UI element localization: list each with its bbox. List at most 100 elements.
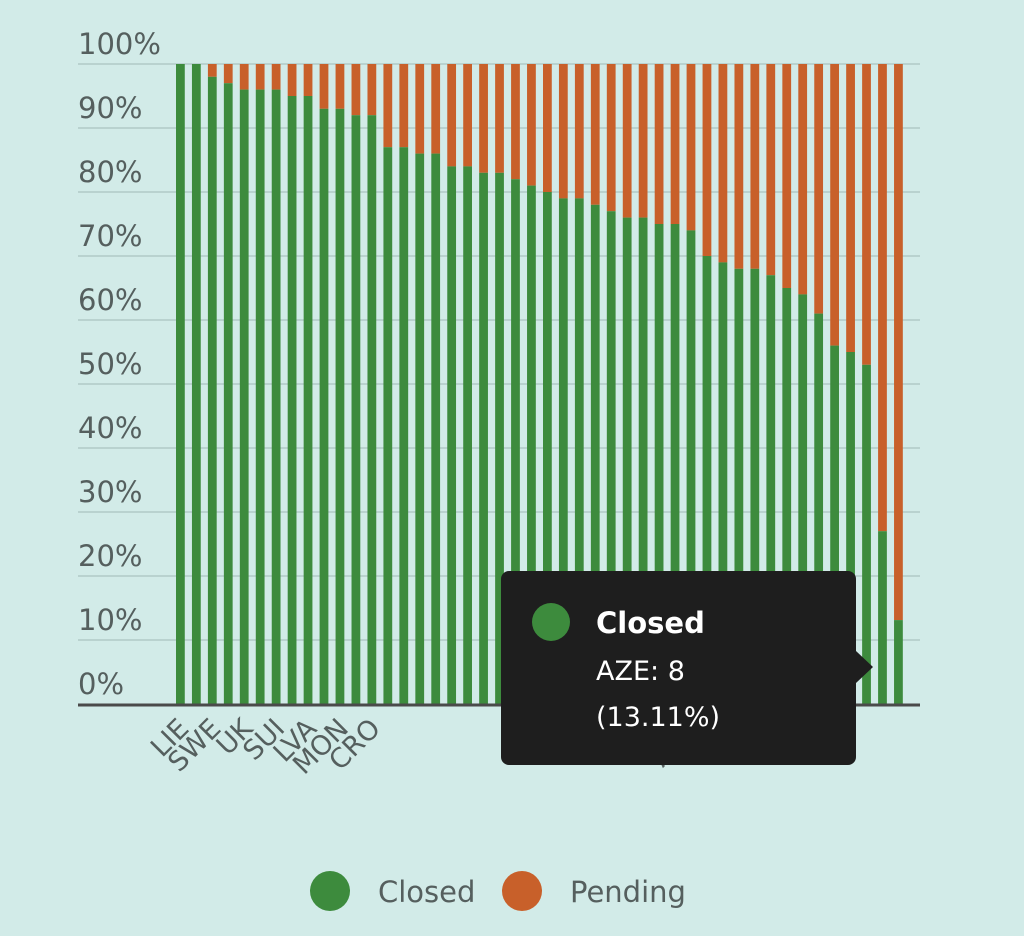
bar-segment-closed[interactable] xyxy=(383,147,393,704)
bar-segment-closed[interactable] xyxy=(495,172,504,705)
bar-segment-pending[interactable] xyxy=(654,64,664,224)
bar-segment-closed[interactable] xyxy=(431,153,441,705)
bar-segment-closed[interactable] xyxy=(511,179,520,704)
bar-segment-closed[interactable] xyxy=(271,89,281,705)
bar-segment-closed[interactable] xyxy=(447,166,457,704)
bar-segment-closed[interactable] xyxy=(239,89,249,705)
bar-segment-pending[interactable] xyxy=(686,64,696,231)
bar-segment-closed[interactable] xyxy=(176,64,185,704)
bar-segment-pending[interactable] xyxy=(622,64,632,218)
tooltip: Closed AZE: 8 (13.11%) xyxy=(501,571,873,765)
bar-segment-pending[interactable] xyxy=(527,64,536,186)
bar-segment-pending[interactable] xyxy=(782,64,792,288)
bar-segment-closed[interactable] xyxy=(255,89,265,705)
bar-segment-pending[interactable] xyxy=(431,64,441,154)
y-tick-label: 40% xyxy=(78,411,142,445)
bar-segment-pending[interactable] xyxy=(415,64,425,154)
bar-segment-pending[interactable] xyxy=(335,64,345,109)
bar-segment-closed[interactable] xyxy=(574,198,584,704)
bar-segment-closed[interactable] xyxy=(415,153,425,705)
bar-segment-pending[interactable] xyxy=(543,64,552,192)
bar-segment-closed[interactable] xyxy=(894,620,903,704)
bar-segment-closed[interactable] xyxy=(303,96,313,704)
bar-segment-closed[interactable] xyxy=(702,256,712,704)
bar-segment-pending[interactable] xyxy=(271,64,281,90)
bar-segment-pending[interactable] xyxy=(846,64,855,352)
bar-segment-pending[interactable] xyxy=(303,64,313,96)
bar-segment-pending[interactable] xyxy=(223,64,233,84)
bar-segment-closed[interactable] xyxy=(686,230,696,704)
bar-segment-pending[interactable] xyxy=(479,64,488,173)
tooltip-pointer xyxy=(856,651,873,683)
bar-segment-pending[interactable] xyxy=(511,64,520,180)
bar-segment-pending[interactable] xyxy=(495,64,504,173)
bar-segment-pending[interactable] xyxy=(606,64,616,212)
bar-segment-closed[interactable] xyxy=(670,224,680,704)
bar-segment-pending[interactable] xyxy=(447,64,457,167)
bar-segment-pending[interactable] xyxy=(638,64,648,218)
bar-segment-closed[interactable] xyxy=(606,211,616,704)
bar-segment-closed[interactable] xyxy=(814,313,824,704)
bar-segment-pending[interactable] xyxy=(367,64,377,116)
bar-segment-pending[interactable] xyxy=(207,64,217,77)
bar-segment-pending[interactable] xyxy=(862,64,871,365)
legend-label-closed[interactable]: Closed xyxy=(378,875,475,909)
bar-segment-closed[interactable] xyxy=(351,115,361,704)
bar-segment-pending[interactable] xyxy=(766,64,776,276)
bar-segment-closed[interactable] xyxy=(654,224,664,704)
bar-segment-pending[interactable] xyxy=(558,64,568,199)
bar-segment-closed[interactable] xyxy=(399,147,409,704)
bar-segment-pending[interactable] xyxy=(590,64,600,205)
bar-segment-closed[interactable] xyxy=(862,364,871,704)
bar-segment-pending[interactable] xyxy=(702,64,712,256)
bar-segment-closed[interactable] xyxy=(734,268,744,704)
bar-segment-closed[interactable] xyxy=(638,217,648,704)
bar-segment-pending[interactable] xyxy=(894,64,903,621)
bar-segment-closed[interactable] xyxy=(830,345,839,704)
bar-segment-closed[interactable] xyxy=(527,185,536,705)
bar-segment-pending[interactable] xyxy=(319,64,329,109)
bar-segment-closed[interactable] xyxy=(207,76,217,705)
bar-segment-closed[interactable] xyxy=(223,83,233,704)
bar-segment-closed[interactable] xyxy=(463,166,472,704)
legend-marker-closed[interactable] xyxy=(310,871,350,911)
bar-segment-pending[interactable] xyxy=(287,64,297,96)
bar-segment-pending[interactable] xyxy=(399,64,409,148)
bar-segment-pending[interactable] xyxy=(718,64,728,263)
bar-segment-closed[interactable] xyxy=(622,217,632,704)
bar-segment-pending[interactable] xyxy=(734,64,744,269)
bar-segment-closed[interactable] xyxy=(590,204,600,705)
bar-segment-pending[interactable] xyxy=(351,64,361,116)
bar-segment-pending[interactable] xyxy=(878,64,887,532)
bar-segment-pending[interactable] xyxy=(814,64,824,314)
bar-segment-closed[interactable] xyxy=(750,268,760,704)
bar-segment-pending[interactable] xyxy=(670,64,680,224)
bar-segment-closed[interactable] xyxy=(287,96,297,704)
bar-segment-closed[interactable] xyxy=(543,192,552,704)
bar-segment-pending[interactable] xyxy=(239,64,249,90)
bar-segment-closed[interactable] xyxy=(798,294,808,704)
bar-segment-pending[interactable] xyxy=(830,64,839,346)
bar-segment-pending[interactable] xyxy=(255,64,265,90)
bar-segment-closed[interactable] xyxy=(367,115,377,704)
bar-segment-pending[interactable] xyxy=(383,64,393,148)
bar-segment-closed[interactable] xyxy=(782,288,792,704)
bar-segment-closed[interactable] xyxy=(718,262,728,704)
bar-segment-pending[interactable] xyxy=(750,64,760,269)
bar-segment-closed[interactable] xyxy=(319,108,329,705)
bar-segment-closed[interactable] xyxy=(878,531,887,704)
legend-label-pending[interactable]: Pending xyxy=(570,875,686,909)
bar-segment-pending[interactable] xyxy=(798,64,808,295)
legend-marker-pending[interactable] xyxy=(502,871,542,911)
bar-segment-pending[interactable] xyxy=(463,64,472,167)
y-tick-label: 0% xyxy=(78,667,124,701)
tooltip-box xyxy=(501,571,856,765)
bar-segment-closed[interactable] xyxy=(846,352,855,704)
bar-segment-pending[interactable] xyxy=(574,64,584,199)
bar-segment-closed[interactable] xyxy=(766,275,776,704)
bar-segment-closed[interactable] xyxy=(191,64,201,704)
bar-segment-closed[interactable] xyxy=(335,108,345,705)
bar-segment-closed[interactable] xyxy=(558,198,568,704)
bar-segment-closed[interactable] xyxy=(479,172,488,705)
